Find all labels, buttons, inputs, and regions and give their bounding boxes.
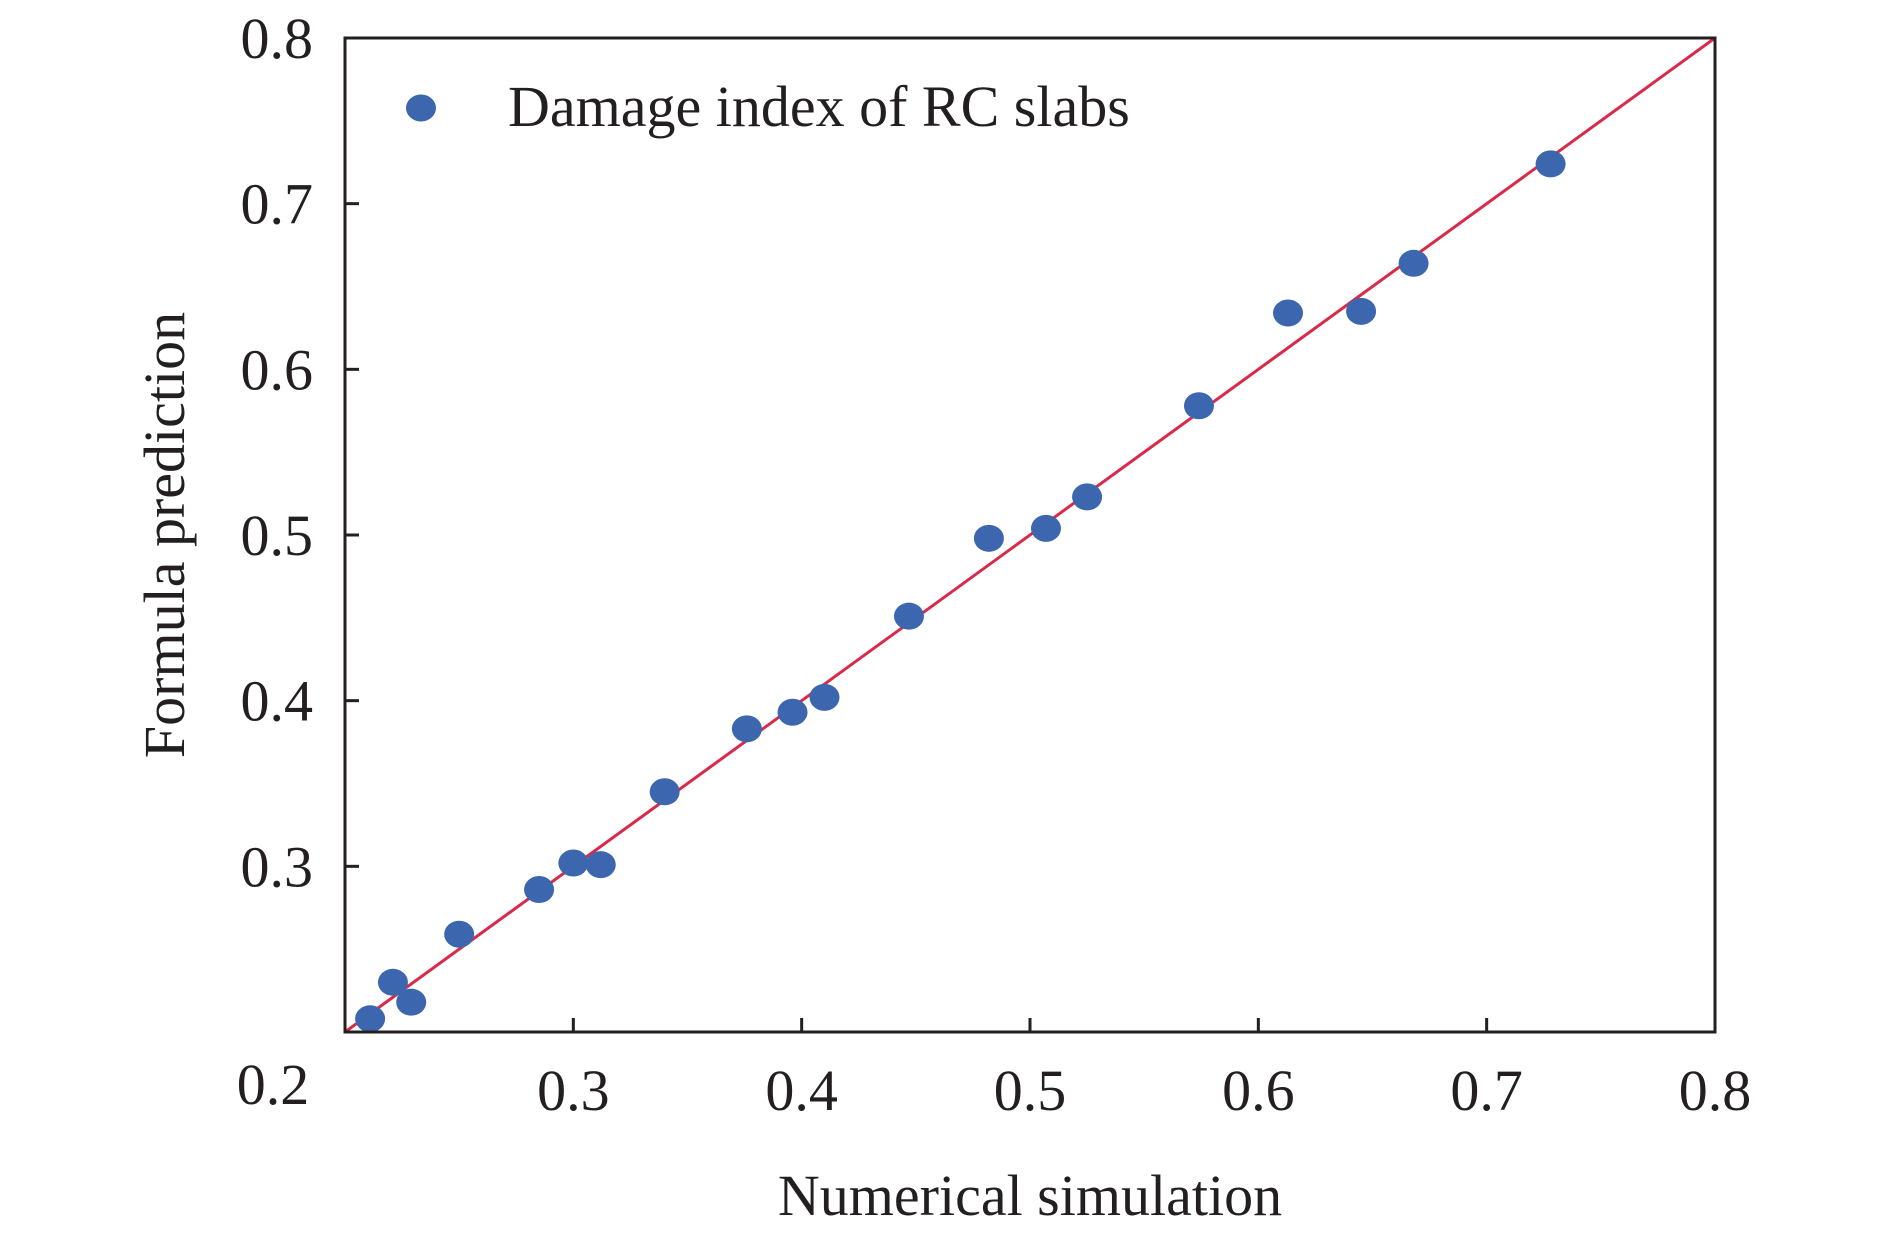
data-point bbox=[524, 876, 555, 904]
data-point bbox=[973, 524, 1004, 552]
data-point bbox=[444, 920, 475, 948]
y-tick-label: 0.4 bbox=[241, 669, 314, 734]
x-tick-label: 0.5 bbox=[994, 1058, 1067, 1123]
y-axis-title: Formula prediction bbox=[132, 312, 197, 758]
y-tick-label: 0.7 bbox=[241, 172, 314, 237]
data-point bbox=[809, 683, 840, 711]
origin-tick-label: 0.2 bbox=[237, 1052, 310, 1117]
y-tick-label: 0.3 bbox=[241, 834, 314, 899]
data-point bbox=[396, 988, 427, 1016]
data-point bbox=[558, 849, 589, 877]
data-point bbox=[649, 778, 680, 806]
data-point bbox=[1030, 514, 1061, 542]
data-point bbox=[377, 968, 408, 996]
data-point bbox=[355, 1005, 386, 1033]
y-tick-label: 0.6 bbox=[241, 337, 314, 402]
x-tick-label: 0.8 bbox=[1679, 1058, 1752, 1123]
legend: Damage index of RC slabs bbox=[406, 74, 1130, 139]
data-point bbox=[1535, 150, 1566, 178]
legend-label: Damage index of RC slabs bbox=[508, 74, 1130, 139]
x-tick-label: 0.4 bbox=[765, 1058, 838, 1123]
data-point bbox=[893, 602, 924, 630]
data-point bbox=[585, 851, 616, 879]
x-tick-label: 0.3 bbox=[537, 1058, 610, 1123]
legend-marker bbox=[406, 94, 436, 122]
x-tick-label: 0.7 bbox=[1450, 1058, 1523, 1123]
data-point bbox=[1072, 483, 1103, 511]
data-point bbox=[1346, 297, 1377, 325]
data-point bbox=[731, 715, 762, 743]
x-axis-title: Numerical simulation bbox=[778, 1163, 1282, 1228]
data-point bbox=[1273, 299, 1304, 327]
y-tick-label: 0.8 bbox=[241, 6, 314, 71]
data-point bbox=[1398, 249, 1429, 277]
x-tick-label: 0.6 bbox=[1222, 1058, 1295, 1123]
y-tick-label: 0.5 bbox=[241, 503, 314, 568]
data-point bbox=[777, 698, 808, 726]
data-point bbox=[1183, 392, 1214, 420]
